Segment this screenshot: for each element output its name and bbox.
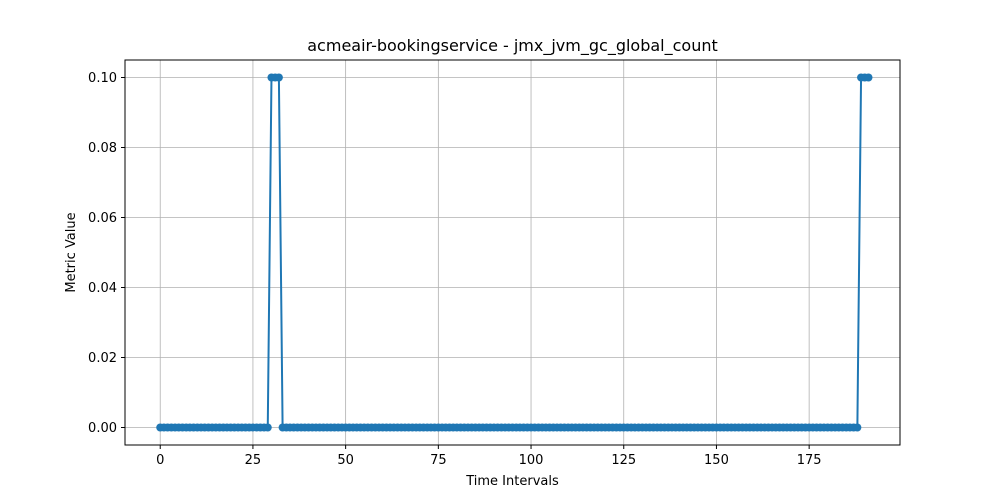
series-markers: [156, 73, 873, 432]
plot-frame: [124, 59, 901, 446]
x-tick-label: 75: [430, 453, 447, 468]
y-tick-label: 0.08: [88, 141, 117, 156]
chart-title: acmeair-bookingservice - jmx_jvm_gc_glob…: [307, 36, 718, 56]
series-line-layer: [160, 76, 869, 429]
x-tick-label: 100: [519, 453, 544, 468]
x-tick-label: 125: [611, 453, 636, 468]
x-tick-label: 0: [156, 453, 164, 468]
y-tick-label: 0.06: [88, 211, 117, 226]
y-tick-label: 0.10: [88, 71, 117, 86]
x-axis-label: Time Intervals: [465, 474, 559, 489]
grid: [125, 60, 900, 445]
x-tick-label: 50: [337, 453, 354, 468]
data-point: [853, 423, 862, 432]
x-tick-label: 175: [797, 453, 822, 468]
series-line: [160, 76, 869, 429]
x-tick-label: 150: [704, 453, 729, 468]
data-point: [274, 73, 283, 82]
data-point: [864, 73, 873, 82]
data-point: [263, 423, 272, 432]
axis-ticks: 0 25 50 75 100 125 150 175 0.00 0.02 0.04 0.06 0.08 0…: [88, 71, 822, 468]
y-tick-label: 0.04: [88, 281, 117, 296]
y-tick-label: 0.02: [88, 351, 117, 366]
x-tick-label: 25: [245, 453, 262, 468]
y-tick-label: 0.00: [88, 421, 117, 436]
y-axis-label: Metric Value: [64, 212, 79, 292]
